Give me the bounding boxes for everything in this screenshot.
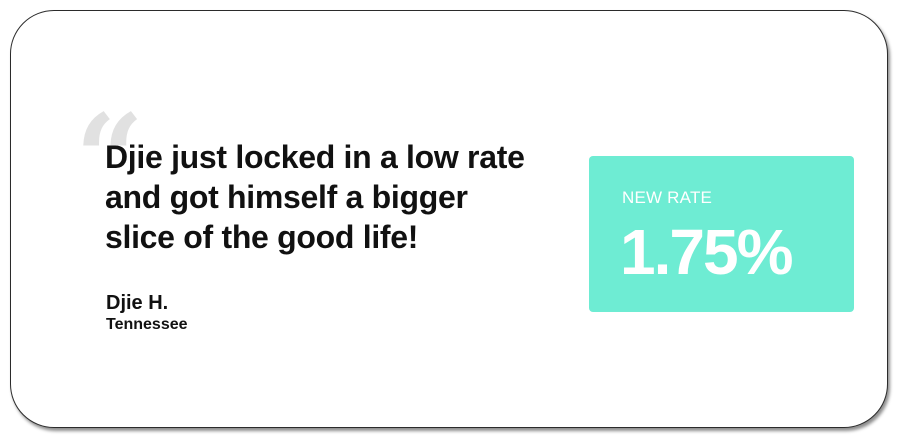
testimonial-quote: Djie just locked in a low rate and got h… [105,137,575,257]
quote-line: slice of the good life! [105,219,419,255]
author-location: Tennessee [106,316,188,333]
rate-value: 1.75% [620,216,793,288]
rate-card: NEW RATE 1.75% [589,156,854,312]
rate-label: NEW RATE [622,188,713,207]
testimonial-card: “ Djie just locked in a low rate and got… [10,10,888,428]
quote-line: Djie just locked in a low rate [105,139,525,175]
author-name: Djie H. [106,292,169,314]
quote-line: and got himself a bigger [105,179,468,215]
quote-mark-icon: “ [75,88,145,229]
